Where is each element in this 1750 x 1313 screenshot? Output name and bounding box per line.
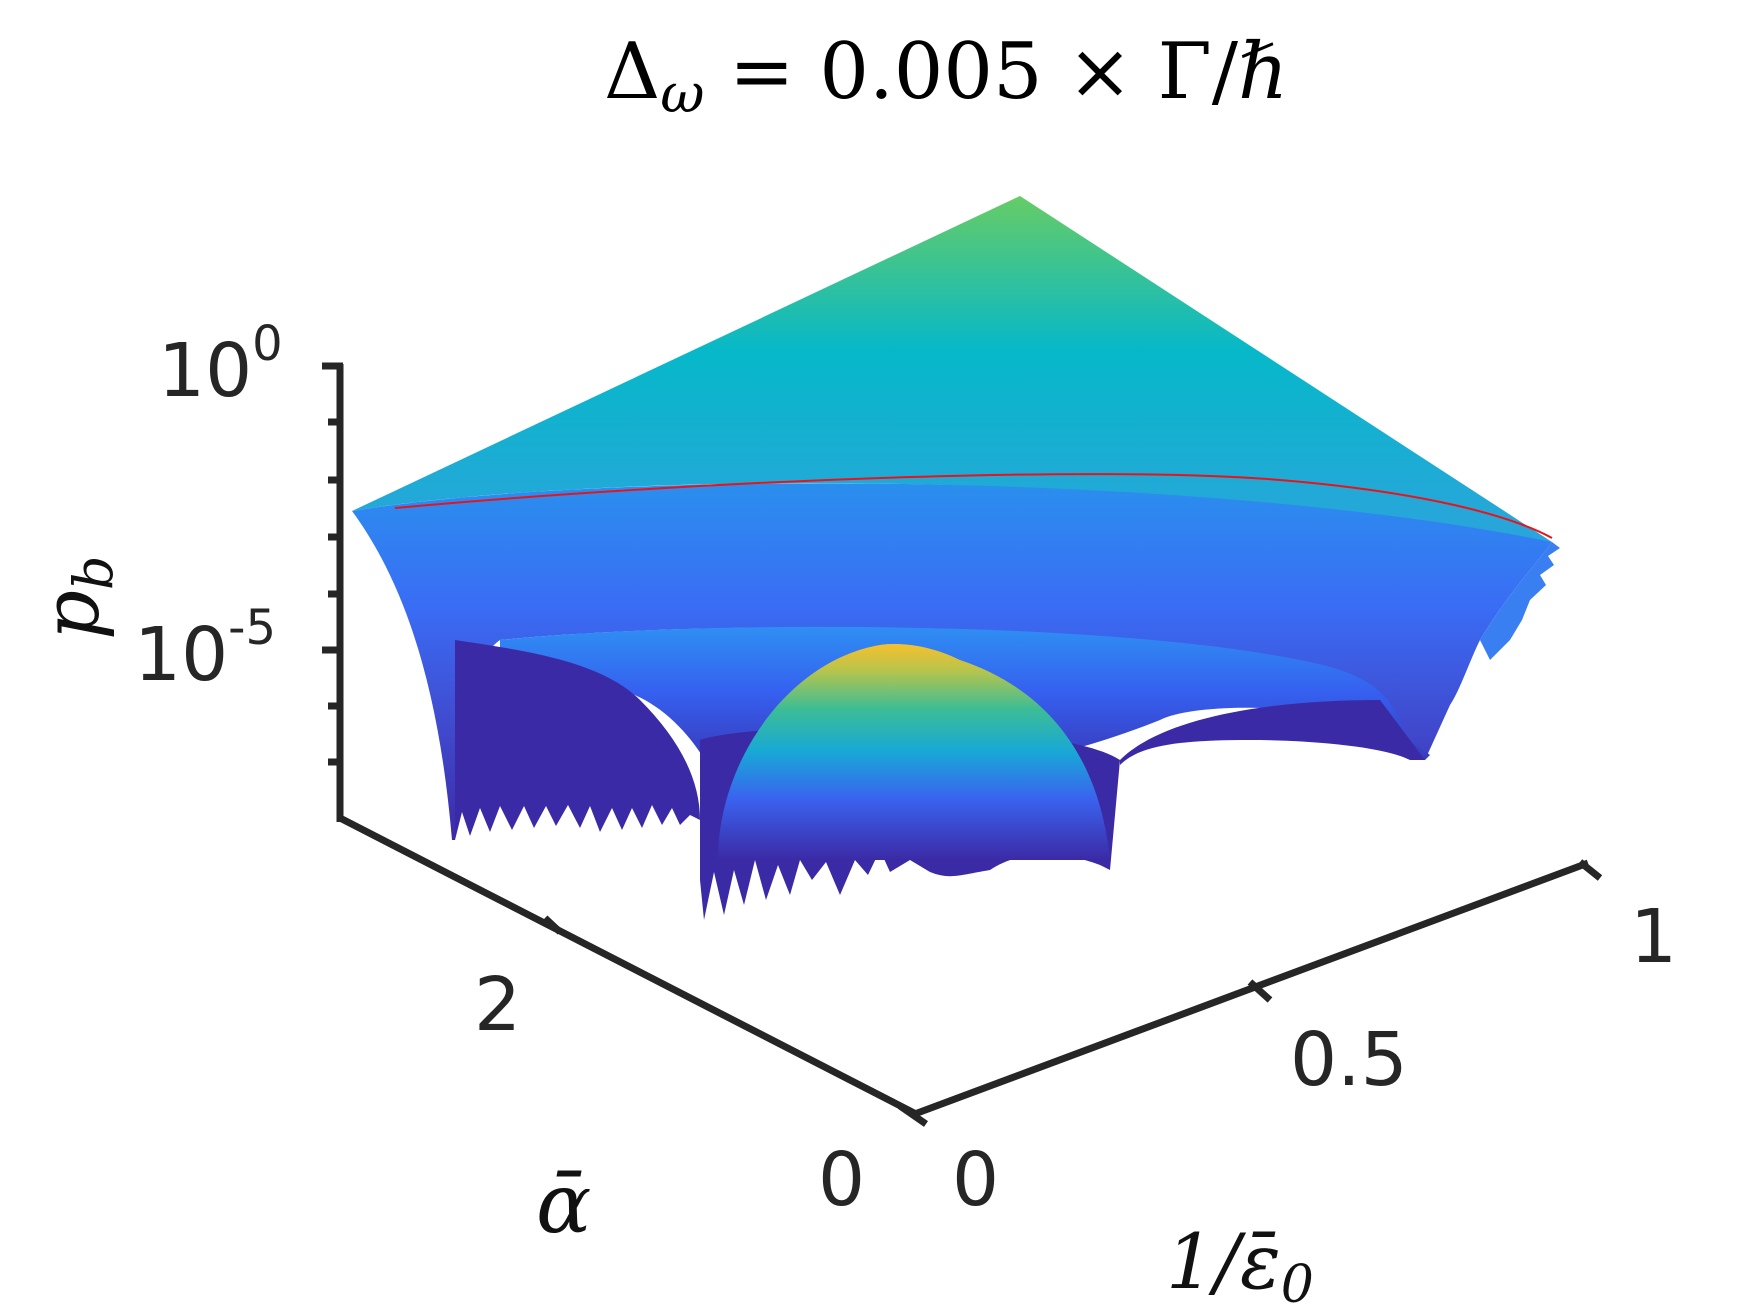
axes	[322, 362, 1603, 1127]
y-tick-label-0: 0	[818, 1137, 865, 1223]
y-tick	[898, 1103, 928, 1127]
z-tick-label-1: 10-5	[134, 600, 276, 698]
y-axis-label: ᾱ	[536, 1157, 591, 1252]
surface	[352, 196, 1560, 920]
surface-dome	[718, 643, 1110, 860]
y-tick-labels: 2 0	[474, 962, 865, 1223]
surface-main-band	[352, 483, 1552, 840]
surface-left-pit	[455, 640, 700, 840]
x-tick-label-0-5: 0.5	[1290, 1017, 1408, 1103]
surface-top-sheet	[352, 196, 1552, 542]
x-tick-label-0: 0	[952, 1137, 999, 1223]
z-axis-label: pb	[27, 555, 125, 640]
z-tick-labels: 100 10-5	[134, 316, 283, 698]
x-tick-labels: 0 0.5 1	[952, 894, 1677, 1223]
z-tick-label-0: 100	[158, 316, 283, 414]
x-tick	[1247, 979, 1273, 1003]
x-tick-label-1: 1	[1630, 894, 1677, 980]
surface-right-pit	[1120, 700, 1425, 765]
highlight-curve	[394, 473, 1553, 539]
z-ticks	[322, 362, 343, 766]
y-axis-line	[338, 814, 920, 1119]
x-axis-line	[910, 859, 1590, 1119]
y-tick	[542, 915, 563, 935]
x-axis-label: 1/ε̄0	[1166, 1217, 1314, 1313]
y-tick-label-2: 2	[474, 962, 521, 1048]
surface-right-edge	[1480, 542, 1560, 660]
x-tick	[1577, 859, 1603, 881]
chart-title: Δω = 0.005 × Γ/ℏ	[604, 27, 1288, 125]
